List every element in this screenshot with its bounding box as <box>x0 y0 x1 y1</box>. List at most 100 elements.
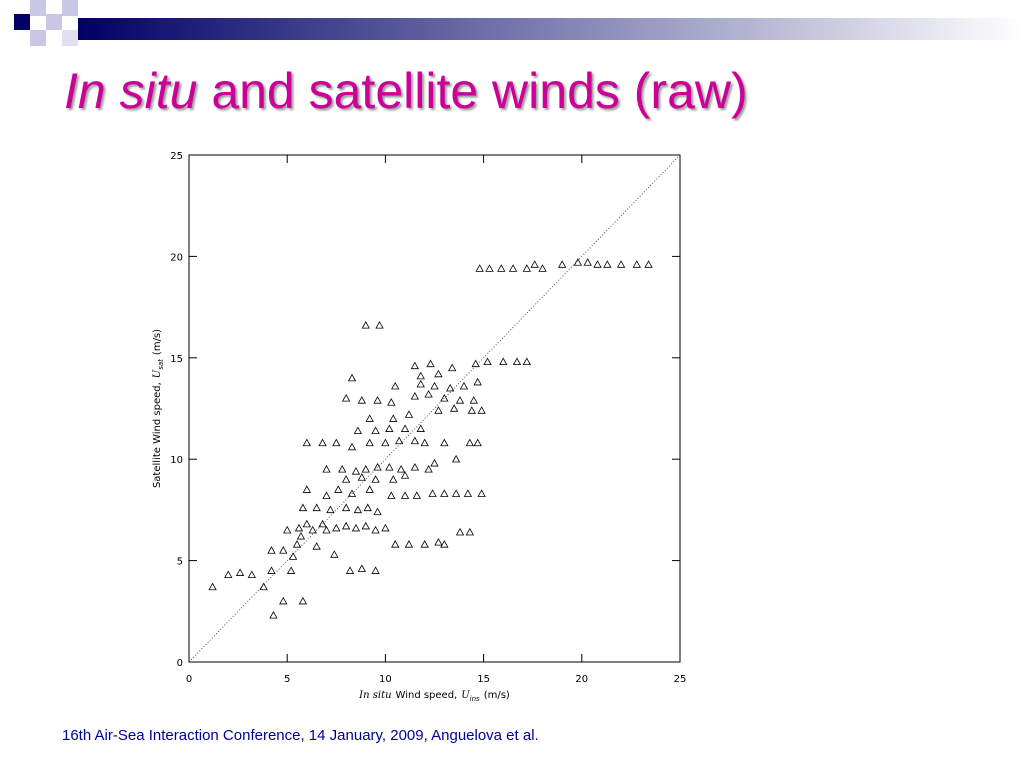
data-point <box>557 260 567 268</box>
data-point <box>424 465 433 473</box>
data-point <box>361 521 370 530</box>
data-point <box>440 540 449 548</box>
data-point <box>412 491 422 499</box>
data-point <box>247 570 257 578</box>
header-bar <box>78 18 1024 40</box>
data-point <box>208 582 217 591</box>
data-point <box>469 396 478 404</box>
data-point <box>371 426 380 435</box>
data-point <box>400 491 410 499</box>
data-point <box>426 359 435 368</box>
data-point <box>365 438 374 447</box>
square <box>30 30 46 46</box>
data-point <box>332 438 341 447</box>
data-point <box>593 260 602 268</box>
data-point <box>455 396 465 404</box>
data-point <box>341 394 351 402</box>
data-point <box>345 566 355 574</box>
data-point <box>512 357 522 366</box>
data-point <box>416 379 425 388</box>
data-point <box>603 260 612 268</box>
square <box>46 14 62 30</box>
data-point <box>416 424 425 432</box>
data-point <box>373 462 382 471</box>
data-point <box>400 424 410 432</box>
data-point <box>475 264 484 272</box>
data-point <box>365 485 374 493</box>
data-point <box>434 369 443 378</box>
data-point <box>573 258 583 266</box>
slide-title: In situ and satellite winds (raw) <box>64 62 748 120</box>
data-point <box>302 519 312 528</box>
data-point <box>446 383 455 392</box>
data-point <box>357 396 367 404</box>
data-point <box>632 260 641 268</box>
data-point <box>440 394 449 402</box>
data-point <box>467 406 476 414</box>
data-point <box>483 357 492 366</box>
data-point <box>375 321 384 329</box>
data-point <box>416 371 425 380</box>
data-point <box>269 611 278 619</box>
header-decoration <box>14 0 1024 46</box>
data-point <box>471 359 480 368</box>
x-label-var: U <box>461 690 470 701</box>
x-tick-label: 5 <box>284 674 290 685</box>
data-point <box>430 381 439 390</box>
y-label-text: Satellite Wind speed, <box>152 382 163 488</box>
data-point <box>371 566 380 574</box>
x-label-text: Wind speed, <box>396 690 458 701</box>
data-point <box>485 264 494 272</box>
data-point <box>434 406 443 414</box>
data-point <box>322 491 331 499</box>
x-tick-label: 15 <box>477 674 490 685</box>
data-point <box>279 596 288 605</box>
y-label-unit: (m/s) <box>152 329 163 355</box>
data-point <box>334 485 343 493</box>
data-point <box>387 398 396 406</box>
data-point <box>420 540 429 548</box>
data-point <box>292 540 302 548</box>
data-point <box>298 596 308 605</box>
y-label-sub: sat <box>157 359 165 370</box>
data-point <box>357 473 367 481</box>
data-point <box>389 475 398 483</box>
data-point <box>347 442 357 451</box>
data-point <box>312 542 321 550</box>
data-point <box>298 503 308 512</box>
data-point <box>396 465 406 473</box>
data-point <box>459 381 469 390</box>
data-point <box>463 489 473 497</box>
data-point <box>391 540 400 548</box>
data-point <box>410 361 420 370</box>
x-tick-label: 10 <box>379 674 392 685</box>
data-point <box>508 264 518 272</box>
data-point <box>332 523 341 532</box>
data-point <box>583 258 592 266</box>
data-point <box>259 582 268 591</box>
data-point <box>394 436 404 445</box>
data-point <box>267 546 276 554</box>
data-point <box>424 389 433 398</box>
data-point <box>341 475 351 483</box>
square <box>30 0 46 16</box>
data-point <box>404 540 414 548</box>
data-point <box>465 438 475 447</box>
data-point <box>381 523 390 532</box>
data-point <box>318 438 327 447</box>
data-point <box>312 503 321 512</box>
data-point <box>283 525 292 534</box>
data-point <box>420 438 429 447</box>
data-point <box>522 357 531 366</box>
data-point <box>477 489 486 497</box>
data-point <box>371 475 380 483</box>
y-tick-label: 15 <box>170 354 183 365</box>
data-point <box>404 410 414 418</box>
data-point <box>294 523 304 532</box>
y-tick-label: 0 <box>177 658 183 669</box>
data-point <box>373 396 382 404</box>
data-point <box>286 566 296 574</box>
data-point <box>381 438 390 447</box>
x-label-unit: (m/s) <box>484 690 510 701</box>
